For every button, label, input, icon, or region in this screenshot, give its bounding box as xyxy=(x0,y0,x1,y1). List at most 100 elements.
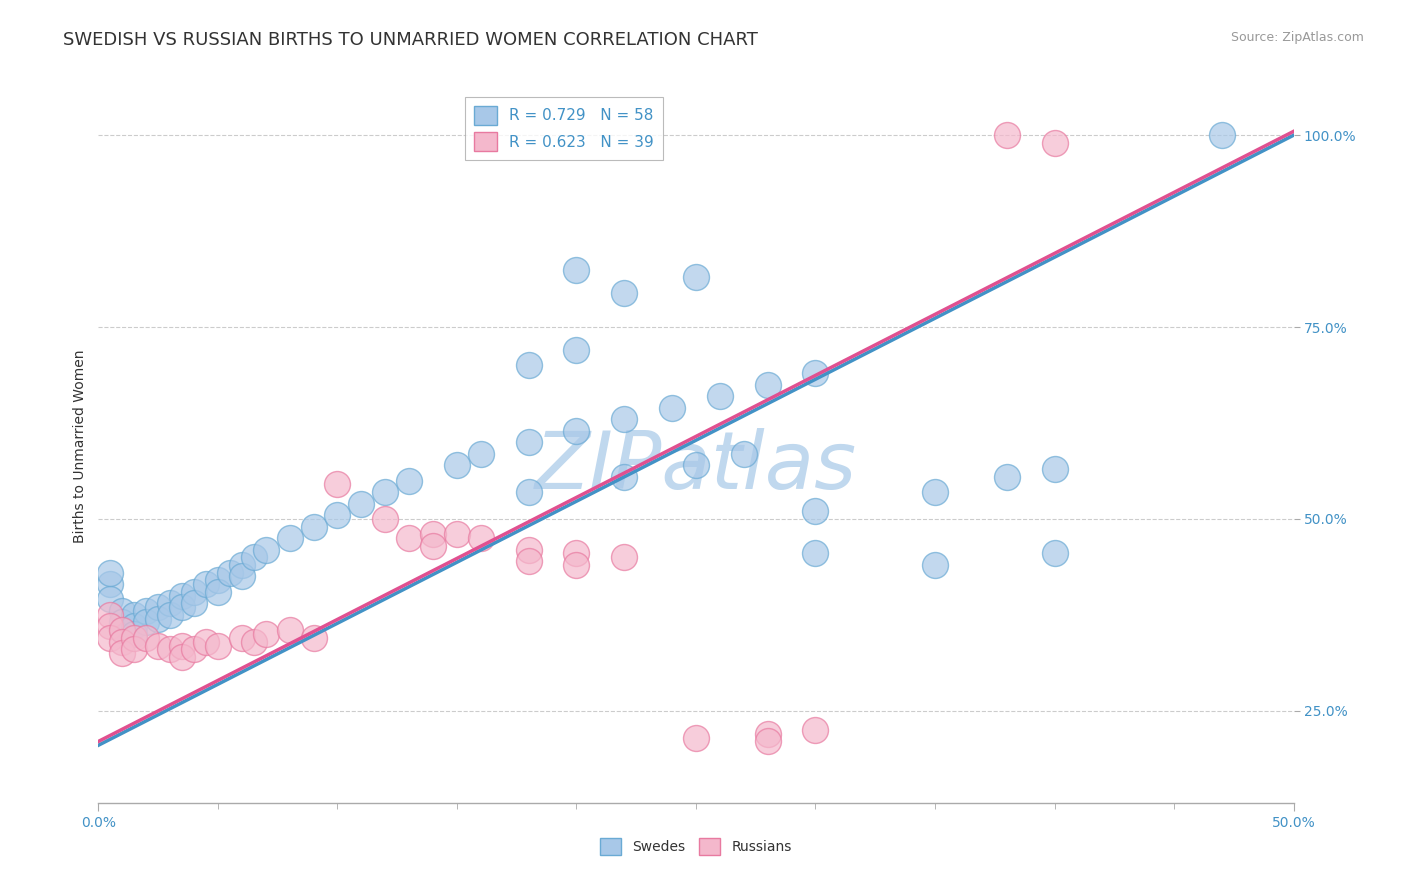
Point xyxy=(1043,546,1066,560)
Point xyxy=(517,554,540,568)
Point xyxy=(231,558,253,572)
Point xyxy=(183,596,205,610)
Point xyxy=(302,519,325,533)
Point xyxy=(565,343,588,357)
Y-axis label: Births to Unmarried Women: Births to Unmarried Women xyxy=(73,350,87,542)
Point xyxy=(148,639,170,653)
Point xyxy=(172,639,194,653)
Legend: Swedes, Russians: Swedes, Russians xyxy=(595,832,797,860)
Point xyxy=(183,642,205,657)
Point xyxy=(398,531,420,545)
Point xyxy=(924,485,946,500)
Point xyxy=(254,627,277,641)
Point xyxy=(804,546,827,560)
Point xyxy=(804,504,827,518)
Point xyxy=(278,531,301,545)
Point xyxy=(219,566,242,580)
Point xyxy=(995,128,1018,143)
Point xyxy=(172,650,194,665)
Point xyxy=(661,401,683,415)
Point xyxy=(613,550,636,565)
Point xyxy=(685,458,707,473)
Point xyxy=(446,458,468,473)
Point xyxy=(124,642,146,657)
Point xyxy=(613,412,636,426)
Point xyxy=(733,447,755,461)
Point xyxy=(98,566,122,580)
Point xyxy=(124,631,146,645)
Point xyxy=(159,607,181,622)
Point xyxy=(756,377,779,392)
Point xyxy=(1043,136,1066,150)
Point xyxy=(565,424,588,438)
Point xyxy=(1211,128,1233,143)
Point xyxy=(278,623,301,637)
Point xyxy=(111,604,134,618)
Point xyxy=(350,497,373,511)
Point xyxy=(135,631,157,645)
Point xyxy=(422,527,444,541)
Point xyxy=(374,512,396,526)
Point xyxy=(111,615,134,630)
Point xyxy=(613,469,636,483)
Point xyxy=(195,634,218,648)
Point xyxy=(111,623,134,637)
Point xyxy=(995,469,1018,483)
Point xyxy=(124,627,146,641)
Point xyxy=(172,600,194,615)
Point xyxy=(685,270,707,285)
Point xyxy=(172,589,194,603)
Point xyxy=(685,731,707,745)
Point xyxy=(804,366,827,380)
Point xyxy=(517,359,540,373)
Point xyxy=(565,262,588,277)
Point xyxy=(148,612,170,626)
Point xyxy=(111,634,134,648)
Point xyxy=(231,631,253,645)
Point xyxy=(422,539,444,553)
Point xyxy=(98,631,122,645)
Point xyxy=(517,485,540,500)
Point xyxy=(565,546,588,560)
Point xyxy=(207,574,229,588)
Point xyxy=(470,447,492,461)
Point xyxy=(207,639,229,653)
Point xyxy=(243,550,266,565)
Point xyxy=(135,615,157,630)
Point xyxy=(517,542,540,557)
Point xyxy=(709,389,731,403)
Point xyxy=(148,600,170,615)
Point xyxy=(924,558,946,572)
Point xyxy=(231,569,253,583)
Point xyxy=(195,577,218,591)
Point xyxy=(326,477,349,491)
Point xyxy=(98,607,122,622)
Point xyxy=(124,619,146,633)
Point xyxy=(254,542,277,557)
Point xyxy=(756,734,779,748)
Point xyxy=(243,634,266,648)
Point xyxy=(374,485,396,500)
Point xyxy=(111,646,134,660)
Point xyxy=(446,527,468,541)
Point xyxy=(1043,462,1066,476)
Point xyxy=(804,723,827,737)
Point xyxy=(613,285,636,300)
Point xyxy=(124,607,146,622)
Point xyxy=(98,592,122,607)
Point xyxy=(111,623,134,637)
Point xyxy=(756,727,779,741)
Text: ZIPatlas: ZIPatlas xyxy=(534,428,858,507)
Text: Source: ZipAtlas.com: Source: ZipAtlas.com xyxy=(1230,31,1364,45)
Point xyxy=(470,531,492,545)
Point xyxy=(98,577,122,591)
Point xyxy=(98,619,122,633)
Point xyxy=(302,631,325,645)
Point xyxy=(398,474,420,488)
Point xyxy=(159,596,181,610)
Point xyxy=(565,558,588,572)
Point xyxy=(183,584,205,599)
Point xyxy=(159,642,181,657)
Point xyxy=(517,435,540,450)
Text: SWEDISH VS RUSSIAN BIRTHS TO UNMARRIED WOMEN CORRELATION CHART: SWEDISH VS RUSSIAN BIRTHS TO UNMARRIED W… xyxy=(63,31,758,49)
